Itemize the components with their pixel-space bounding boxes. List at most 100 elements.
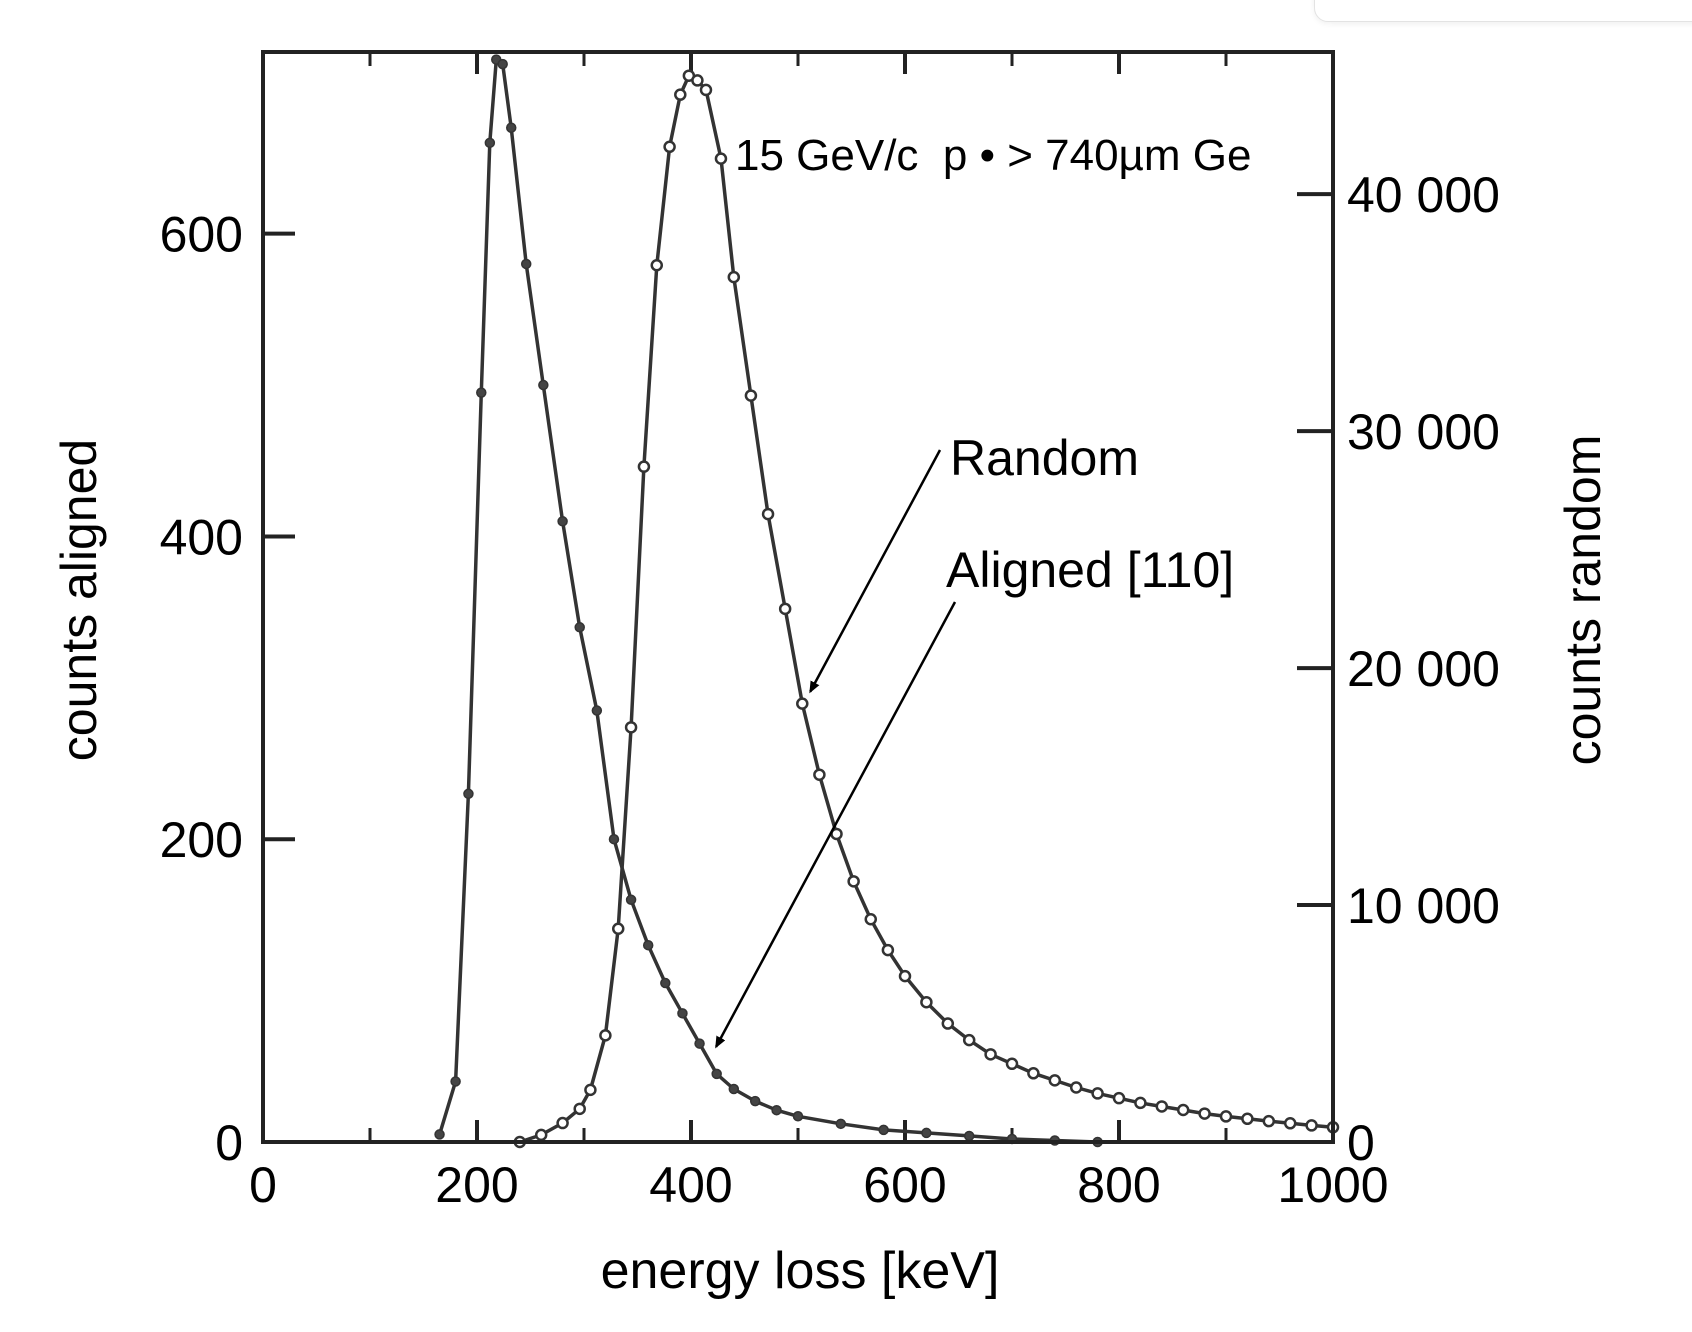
data-point-aligned-110 — [660, 977, 671, 989]
x-tick-label: 200 — [435, 1157, 518, 1213]
y-right-tick-label: 30 000 — [1347, 404, 1500, 460]
data-point-aligned-110 — [625, 894, 637, 906]
data-point-random — [699, 83, 713, 97]
data-point-aligned-110 — [963, 1130, 975, 1142]
data-point-aligned-110 — [484, 137, 496, 149]
data-point-random — [637, 460, 651, 473]
data-point-random — [1176, 1103, 1190, 1117]
data-point-random — [573, 1102, 586, 1116]
y-right-tick-label: 20 000 — [1347, 641, 1500, 697]
data-point-aligned-110 — [463, 788, 474, 800]
callout-label-aligned-110: Aligned [110] — [946, 542, 1234, 598]
data-point-aligned-110 — [728, 1083, 740, 1095]
data-point-random — [556, 1116, 569, 1130]
data-point-random — [1155, 1100, 1169, 1113]
data-point-random — [920, 995, 933, 1009]
data-point-random — [1305, 1119, 1318, 1132]
data-point-aligned-110 — [694, 1038, 705, 1049]
data-point-aligned-110 — [591, 705, 603, 716]
y-left-tick-label: 400 — [160, 509, 243, 565]
y-left-tick-label: 0 — [215, 1115, 243, 1171]
data-point-aligned-110 — [642, 939, 654, 951]
data-point-random — [1005, 1057, 1019, 1071]
data-point-random — [584, 1083, 597, 1097]
series-line-aligned-110 — [437, 57, 1098, 1144]
data-point-aligned-110 — [835, 1118, 847, 1130]
x-tick-label: 1000 — [1277, 1157, 1388, 1213]
data-point-aligned-110 — [608, 833, 620, 845]
data-point-random — [691, 74, 704, 87]
data-point-random — [1134, 1096, 1147, 1110]
x-axis-label: energy loss [keV] — [601, 1242, 1000, 1300]
plot-frame — [261, 50, 1335, 1144]
data-point-random — [1262, 1114, 1276, 1128]
x-tick-label: 600 — [863, 1157, 946, 1213]
data-point-aligned-110 — [538, 379, 549, 391]
data-point-random — [663, 140, 676, 154]
data-point-random — [714, 152, 728, 165]
data-point-random — [813, 768, 826, 781]
data-point-random — [761, 507, 775, 521]
callout-arrow-aligned-110 — [715, 601, 957, 1049]
data-point-aligned-110 — [749, 1095, 761, 1107]
data-point-random — [1219, 1110, 1233, 1123]
data-point-random — [611, 922, 625, 935]
data-point-aligned-110 — [878, 1124, 889, 1136]
data-point-random — [534, 1128, 548, 1142]
data-point-aligned-110 — [450, 1076, 461, 1087]
y-left-tick-label: 600 — [160, 207, 243, 263]
y-right-tick-label: 0 — [1347, 1115, 1375, 1171]
data-point-aligned-110 — [520, 258, 532, 270]
y-right-tick-label: 10 000 — [1347, 878, 1500, 934]
data-point-random — [962, 1033, 976, 1047]
data-point-random — [674, 88, 687, 101]
data-point-random — [1112, 1091, 1126, 1105]
x-tick-label: 800 — [1077, 1157, 1160, 1213]
data-point-aligned-110 — [557, 516, 568, 527]
data-point-random — [1283, 1117, 1297, 1130]
data-point-aligned-110 — [497, 58, 508, 70]
data-point-random — [744, 389, 758, 402]
data-point-random — [1198, 1107, 1211, 1120]
data-point-random — [727, 270, 741, 284]
series-layer — [434, 54, 1340, 1149]
x-tick-label: 0 — [249, 1157, 277, 1213]
data-point-random — [778, 602, 792, 616]
data-point-random — [898, 969, 912, 983]
data-point-random — [984, 1048, 997, 1061]
data-point-random — [1048, 1074, 1062, 1087]
data-point-aligned-110 — [792, 1111, 804, 1122]
data-point-random — [941, 1017, 955, 1030]
y-left-tick-label: 200 — [160, 812, 243, 868]
data-point-random — [599, 1029, 612, 1042]
y-axis-right-label: counts random — [1555, 435, 1611, 766]
data-point-aligned-110 — [434, 1129, 445, 1140]
callout-label-random: Random — [950, 430, 1139, 486]
data-point-aligned-110 — [574, 622, 585, 633]
data-point-random — [1069, 1081, 1083, 1094]
series-line-random — [519, 73, 1334, 1144]
data-point-aligned-110 — [921, 1127, 932, 1139]
data-point-random — [881, 943, 895, 957]
chart-annotation: 15 GeV/c p • > 740µm Ge — [735, 131, 1251, 180]
data-point-aligned-110 — [677, 1008, 688, 1019]
data-point-random — [1027, 1067, 1040, 1080]
callout-arrow-random — [809, 449, 942, 694]
corner-card — [1314, 0, 1692, 22]
data-point-aligned-110 — [711, 1068, 722, 1080]
data-point-random — [1091, 1087, 1104, 1100]
callout-layer: Random Aligned [110] — [715, 430, 1234, 1049]
y-axis-left-label: counts aligned — [51, 439, 107, 761]
data-point-aligned-110 — [505, 122, 517, 133]
x-tick-label: 400 — [649, 1157, 732, 1213]
data-point-random — [847, 875, 860, 888]
data-point-random — [624, 721, 638, 734]
y-right-tick-label: 40 000 — [1347, 167, 1500, 223]
data-point-random — [650, 259, 664, 272]
data-point-aligned-110 — [476, 387, 487, 398]
data-point-random — [1241, 1112, 1254, 1126]
data-point-random — [864, 913, 878, 926]
data-point-random — [796, 697, 809, 710]
